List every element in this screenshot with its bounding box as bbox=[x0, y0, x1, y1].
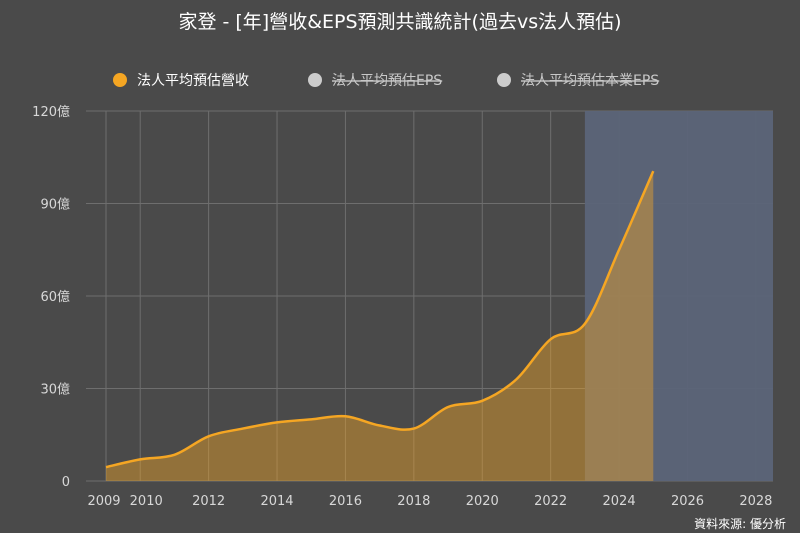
legend-item-3[interactable]: 法人平均預估本業EPS bbox=[497, 73, 659, 89]
legend-label: 法人平均預估本業EPS bbox=[521, 73, 659, 89]
x-tick-label: 2016 bbox=[329, 494, 362, 509]
axes: 0 30億 60億 90億 120億 2009 2010 2012 2014 2016 2018 20… bbox=[32, 104, 772, 509]
data-point-2014[interactable] bbox=[275, 420, 279, 424]
x-tick-label: 2012 bbox=[192, 494, 225, 509]
x-tick-label: 2024 bbox=[603, 494, 636, 509]
data-point-2011[interactable] bbox=[172, 453, 176, 457]
data-point-2019[interactable] bbox=[446, 405, 450, 409]
data-point-2015[interactable] bbox=[309, 417, 313, 421]
legend-item-1[interactable]: 法人平均預估營收 bbox=[113, 73, 249, 89]
y-tick-label: 60億 bbox=[40, 289, 70, 305]
x-tick-label: 2018 bbox=[397, 494, 430, 509]
x-tick-label: 2014 bbox=[260, 494, 293, 509]
data-point-2013[interactable] bbox=[241, 427, 245, 431]
x-tick-label: 2009 bbox=[87, 494, 120, 509]
y-tick-label: 30億 bbox=[40, 382, 70, 398]
data-point-2017[interactable] bbox=[378, 424, 382, 428]
legend-label: 法人平均預估營收 bbox=[137, 73, 249, 89]
data-point-2010[interactable] bbox=[138, 457, 142, 461]
y-tick-label: 0 bbox=[62, 475, 70, 490]
data-point-2025[interactable] bbox=[651, 169, 655, 173]
data-point-2022[interactable] bbox=[549, 337, 553, 341]
legend-item-2[interactable]: 法人平均預估EPS bbox=[308, 73, 442, 89]
x-tick-label: 2020 bbox=[466, 494, 499, 509]
x-tick-label: 2022 bbox=[534, 494, 567, 509]
x-tick-label: 2010 bbox=[130, 494, 163, 509]
series-group bbox=[104, 169, 655, 481]
data-point-2018[interactable] bbox=[412, 427, 416, 431]
legend: 法人平均預估營收 法人平均預估EPS 法人平均預估本業EPS bbox=[113, 73, 659, 89]
y-tick-label: 90億 bbox=[40, 197, 70, 213]
data-point-2009[interactable] bbox=[104, 465, 108, 469]
legend-marker bbox=[497, 73, 511, 87]
x-tick-label: 2028 bbox=[739, 494, 772, 509]
legend-label: 法人平均預估EPS bbox=[332, 73, 442, 89]
legend-marker bbox=[308, 73, 322, 87]
data-point-2021[interactable] bbox=[514, 377, 518, 381]
source-note: 資料來源: 優分析 bbox=[694, 517, 786, 531]
series-line bbox=[105, 170, 655, 469]
forecast-region bbox=[584, 111, 773, 481]
forecast-band bbox=[584, 111, 773, 481]
chart-title: 家登 - [年]營收&EPS預測共識統計(過去vs法人預估) bbox=[178, 11, 621, 33]
series-area bbox=[106, 171, 654, 481]
data-point-2023[interactable] bbox=[583, 322, 587, 326]
legend-marker bbox=[113, 73, 127, 87]
data-point-2024[interactable] bbox=[617, 248, 621, 252]
data-point-2016[interactable] bbox=[343, 414, 347, 418]
data-point-2012[interactable] bbox=[207, 434, 211, 438]
y-tick-label: 120億 bbox=[32, 104, 70, 120]
data-point-2020[interactable] bbox=[480, 399, 484, 403]
x-tick-label: 2026 bbox=[671, 494, 704, 509]
